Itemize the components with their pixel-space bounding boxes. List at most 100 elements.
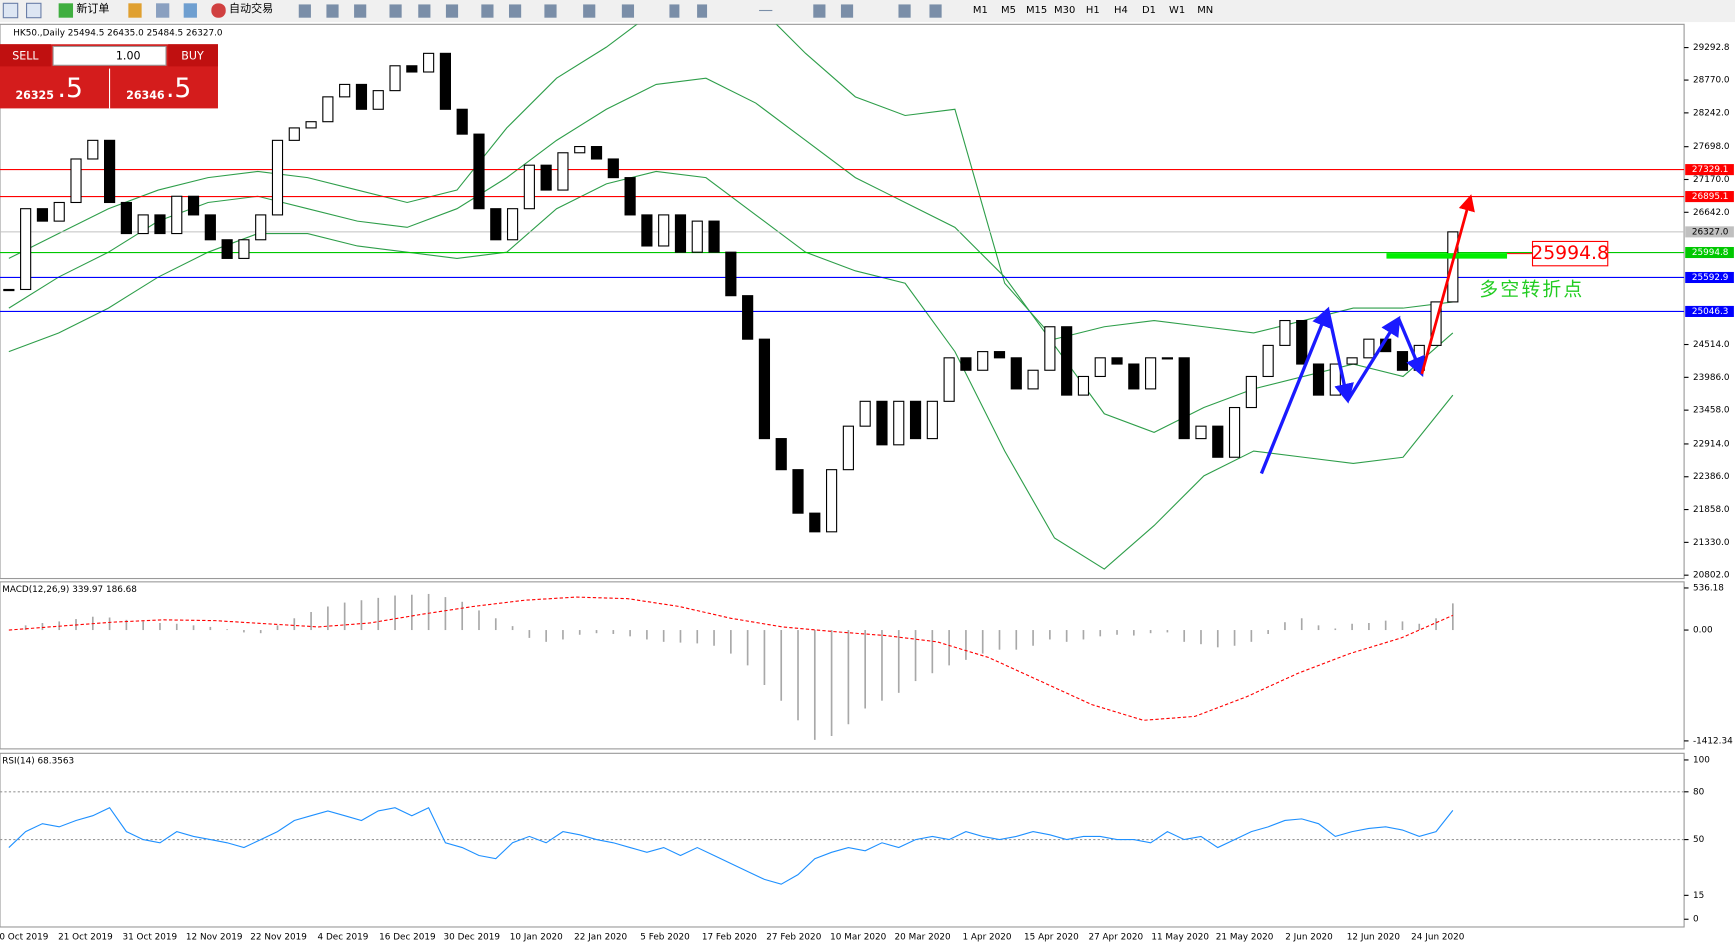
- icon[interactable]: [840, 4, 854, 18]
- candle: [1128, 363, 1140, 390]
- candle: [20, 208, 32, 291]
- candle: [271, 139, 284, 216]
- icon[interactable]: [2, 2, 19, 19]
- buy-button[interactable]: [168, 44, 218, 67]
- auto-trading[interactable]: 自动交易: [229, 1, 273, 15]
- level-tag: [1685, 226, 1734, 238]
- candle: [1061, 326, 1073, 396]
- icon[interactable]: [669, 4, 680, 18]
- candle: [1245, 375, 1257, 409]
- candle: [120, 201, 132, 235]
- candle: [893, 400, 905, 446]
- timeframe[interactable]: W1: [1169, 5, 1185, 16]
- icon[interactable]: [508, 4, 522, 18]
- x-tick-label: 11 May 2020: [1151, 932, 1209, 942]
- new-order-icon[interactable]: [58, 3, 74, 18]
- sell-label[interactable]: SELL: [12, 49, 39, 62]
- candle: [238, 239, 250, 259]
- candle: [372, 90, 384, 110]
- buy-price[interactable]: 26346: [126, 89, 165, 102]
- rsi-line: [8, 806, 1454, 885]
- candle: [187, 195, 200, 216]
- icon[interactable]: [544, 4, 557, 18]
- level-label: 25994.8: [1692, 248, 1729, 258]
- x-tick-label: 17 Feb 2020: [702, 932, 757, 942]
- candle: [691, 220, 703, 253]
- candle: [674, 214, 687, 253]
- candle: [490, 208, 502, 241]
- icon[interactable]: [326, 4, 339, 18]
- icon[interactable]: [26, 2, 42, 19]
- icon[interactable]: [898, 4, 911, 18]
- level-tag: [1685, 271, 1734, 284]
- candle: [1027, 369, 1039, 390]
- candle: [1312, 363, 1325, 396]
- candle: [540, 164, 552, 191]
- buy-pips[interactable]: .5: [166, 73, 191, 104]
- candle: [993, 351, 1006, 359]
- level-tag: [1685, 164, 1734, 176]
- timeframe[interactable]: H1: [1086, 5, 1100, 16]
- icon[interactable]: [813, 4, 826, 18]
- icon[interactable]: [929, 4, 942, 18]
- icon[interactable]: [583, 4, 596, 18]
- timeframe[interactable]: D1: [1142, 5, 1156, 16]
- icon[interactable]: [621, 4, 635, 18]
- timeframe[interactable]: M15: [1026, 5, 1047, 16]
- y-tick-label: 24514.0: [1693, 340, 1730, 350]
- annotation-box: [1531, 240, 1609, 267]
- y-tick-label: 0.00: [1693, 626, 1713, 636]
- lot-size[interactable]: 1.00: [116, 49, 141, 62]
- timeframe[interactable]: M5: [1001, 5, 1016, 16]
- timeframe[interactable]: M1: [973, 5, 988, 16]
- y-tick-label: 23986.0: [1693, 373, 1730, 383]
- timeframe[interactable]: M30: [1054, 5, 1075, 16]
- icon[interactable]: [445, 4, 459, 18]
- candle: [725, 251, 737, 297]
- toolbar: 新订单 自动交易 M1 M5 M15 M30 H1 H4 D1 W1 MN: [0, 0, 1735, 23]
- candle: [1178, 357, 1190, 440]
- candle: [1195, 425, 1207, 440]
- icon[interactable]: [389, 4, 402, 18]
- x-tick-label: 21 May 2020: [1216, 932, 1274, 942]
- sell-pips[interactable]: .5: [58, 73, 83, 104]
- red-arrow: [1420, 194, 1475, 375]
- auto-trading-icon[interactable]: [211, 3, 226, 18]
- icon[interactable]: [156, 3, 170, 18]
- icon[interactable]: [298, 4, 311, 18]
- level-tag: [1685, 191, 1734, 203]
- candle: [1262, 344, 1274, 378]
- x-tick-label: 10 Mar 2020: [830, 932, 886, 942]
- level-label: 26895.1: [1692, 192, 1729, 202]
- icon[interactable]: [759, 9, 773, 12]
- y-tick-label: 21330.0: [1693, 538, 1730, 548]
- icon[interactable]: [697, 4, 708, 18]
- icon[interactable]: [128, 3, 142, 18]
- icon[interactable]: [183, 3, 197, 18]
- y-tick-label: 80: [1693, 787, 1705, 797]
- candle: [53, 201, 65, 222]
- candle: [1044, 326, 1056, 371]
- candle: [557, 152, 569, 191]
- buy-label[interactable]: BUY: [181, 49, 204, 62]
- timeframe[interactable]: MN: [1197, 5, 1213, 16]
- x-tick-label: 22 Nov 2019: [250, 932, 307, 942]
- y-tick-label: 23458.0: [1693, 406, 1730, 416]
- chart-title: HK50.,Daily 25494.5 26435.0 25484.5 2632…: [13, 29, 223, 39]
- sell-price[interactable]: 26325: [15, 89, 53, 102]
- candle: [1363, 338, 1375, 359]
- candle: [1111, 357, 1123, 365]
- level-tag: [1685, 305, 1734, 317]
- lot-input[interactable]: [52, 45, 167, 66]
- new-order[interactable]: 新订单: [76, 1, 109, 15]
- sell-button[interactable]: [0, 44, 51, 67]
- icon[interactable]: [354, 4, 367, 18]
- timeframe[interactable]: H4: [1114, 5, 1128, 16]
- icon[interactable]: [481, 4, 494, 18]
- candle: [1077, 375, 1090, 396]
- icon[interactable]: [418, 4, 431, 18]
- macd-panel: [0, 581, 1685, 750]
- y-tick-label: 26642.0: [1693, 208, 1730, 218]
- blue-arrow: [1346, 315, 1401, 402]
